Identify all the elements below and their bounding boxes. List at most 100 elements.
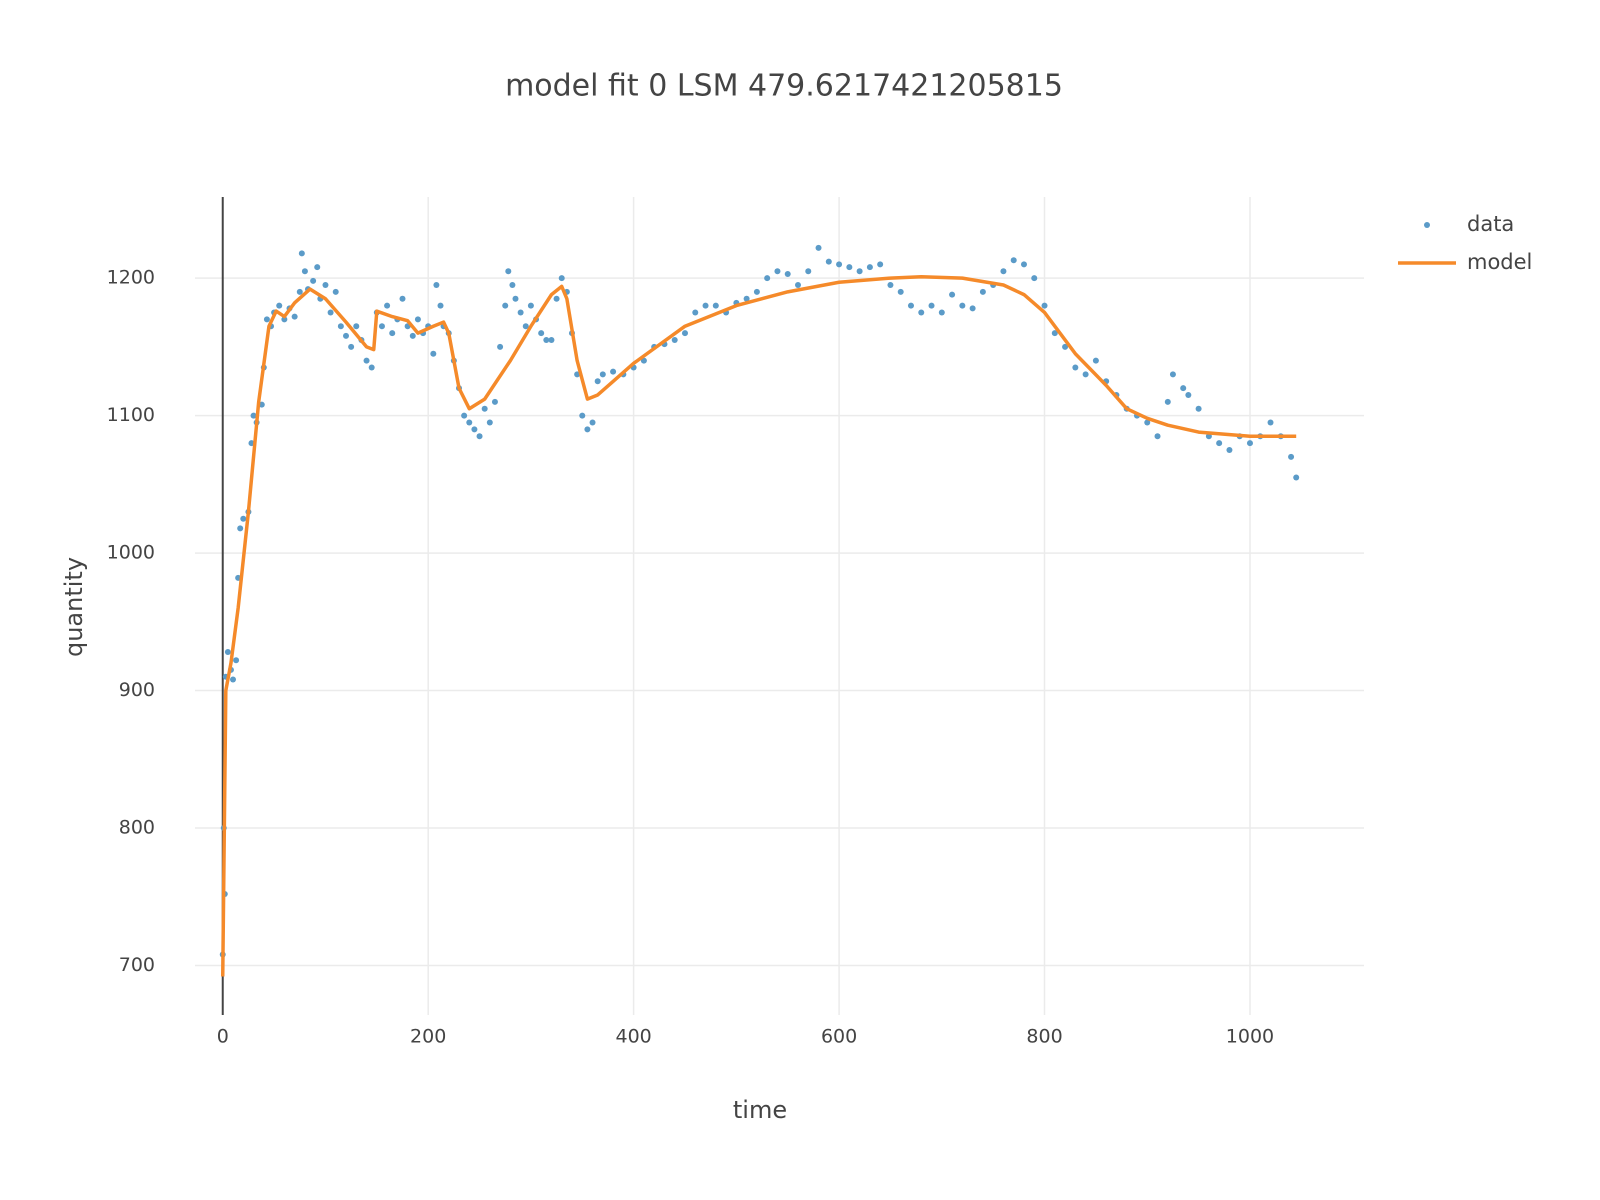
data-point — [1293, 474, 1300, 481]
data-point — [1180, 385, 1187, 392]
y-tick-label: 1200 — [107, 267, 155, 289]
data-point — [322, 281, 329, 288]
data-point — [409, 332, 416, 339]
data-point — [1072, 364, 1079, 371]
data-point — [907, 302, 914, 309]
data-point — [1154, 433, 1161, 440]
data-point — [1051, 330, 1058, 337]
data-point — [389, 330, 396, 337]
data-point — [250, 412, 257, 419]
data-point — [681, 330, 688, 337]
y-tick-label: 900 — [119, 679, 155, 701]
x-axis-title: time — [733, 1096, 787, 1124]
data-point — [553, 295, 560, 302]
data-point — [517, 309, 524, 316]
y-tick-label: 1000 — [107, 542, 155, 564]
legend-label: model — [1467, 250, 1532, 274]
data-point — [343, 332, 350, 339]
data-point — [281, 316, 288, 323]
data-point — [481, 405, 488, 412]
data-point — [276, 302, 283, 309]
data-point — [332, 288, 339, 295]
data-point — [310, 277, 317, 284]
data-point — [897, 288, 904, 295]
data-point — [959, 302, 966, 309]
data-point — [794, 281, 801, 288]
data-point — [263, 316, 270, 323]
data-point — [856, 268, 863, 275]
data-point — [512, 295, 519, 302]
data-point — [692, 309, 699, 316]
data-point — [584, 426, 591, 433]
data-point — [461, 412, 468, 419]
data-point — [237, 525, 244, 532]
data-point — [887, 281, 894, 288]
data-point — [1288, 453, 1295, 460]
x-tick-label: 200 — [410, 1026, 446, 1048]
data-point — [764, 275, 771, 282]
data-point — [378, 323, 385, 330]
data-point — [671, 336, 678, 343]
data-point — [558, 275, 565, 282]
data-point — [712, 302, 719, 309]
y-axis-title: quantity — [60, 557, 88, 657]
data-point — [230, 676, 237, 683]
data-point — [233, 657, 240, 664]
data-point — [753, 288, 760, 295]
data-point — [702, 302, 709, 309]
data-point — [296, 288, 303, 295]
data-point — [815, 244, 822, 251]
data-point — [505, 268, 512, 275]
data-point — [1195, 405, 1202, 412]
data-point — [384, 302, 391, 309]
data-point — [979, 288, 986, 295]
data-point — [938, 309, 945, 316]
x-tick-label: 1000 — [1226, 1026, 1274, 1048]
data-point — [877, 261, 884, 268]
data-point — [1041, 302, 1048, 309]
data-point — [433, 281, 440, 288]
data-point — [1082, 371, 1089, 378]
data-point — [1020, 261, 1027, 268]
data-point — [368, 364, 375, 371]
data-point — [1000, 268, 1007, 275]
x-tick-label: 400 — [615, 1026, 651, 1048]
x-tick-label: 600 — [821, 1026, 857, 1048]
data-point — [298, 250, 305, 257]
data-point — [599, 371, 606, 378]
data-point — [414, 316, 421, 323]
data-point — [805, 268, 812, 275]
data-point — [1164, 398, 1171, 405]
data-point — [509, 281, 516, 288]
data-point — [1246, 440, 1253, 447]
data-point — [743, 295, 750, 302]
data-point — [1267, 419, 1274, 426]
data-point — [1010, 257, 1017, 264]
data-point — [846, 264, 853, 271]
data-point — [314, 264, 321, 271]
data-point — [594, 378, 601, 385]
data-point — [918, 309, 925, 316]
data-point — [543, 336, 550, 343]
data-point — [784, 270, 791, 277]
data-point — [774, 268, 781, 275]
legend-marker — [1424, 222, 1430, 228]
data-point — [224, 649, 231, 656]
data-point — [502, 302, 509, 309]
data-point — [348, 343, 355, 350]
data-point — [466, 419, 473, 426]
data-point — [522, 323, 529, 330]
legend-label: data — [1467, 212, 1514, 236]
data-point — [1226, 446, 1233, 453]
data-point — [548, 336, 555, 343]
data-point — [949, 291, 956, 298]
data-point — [1062, 343, 1069, 350]
data-point — [836, 261, 843, 268]
data-point — [969, 305, 976, 312]
data-point — [579, 412, 586, 419]
data-point — [291, 313, 298, 320]
data-point — [327, 309, 334, 316]
data-point — [1216, 440, 1223, 447]
data-point — [866, 264, 873, 271]
data-point — [476, 433, 483, 440]
